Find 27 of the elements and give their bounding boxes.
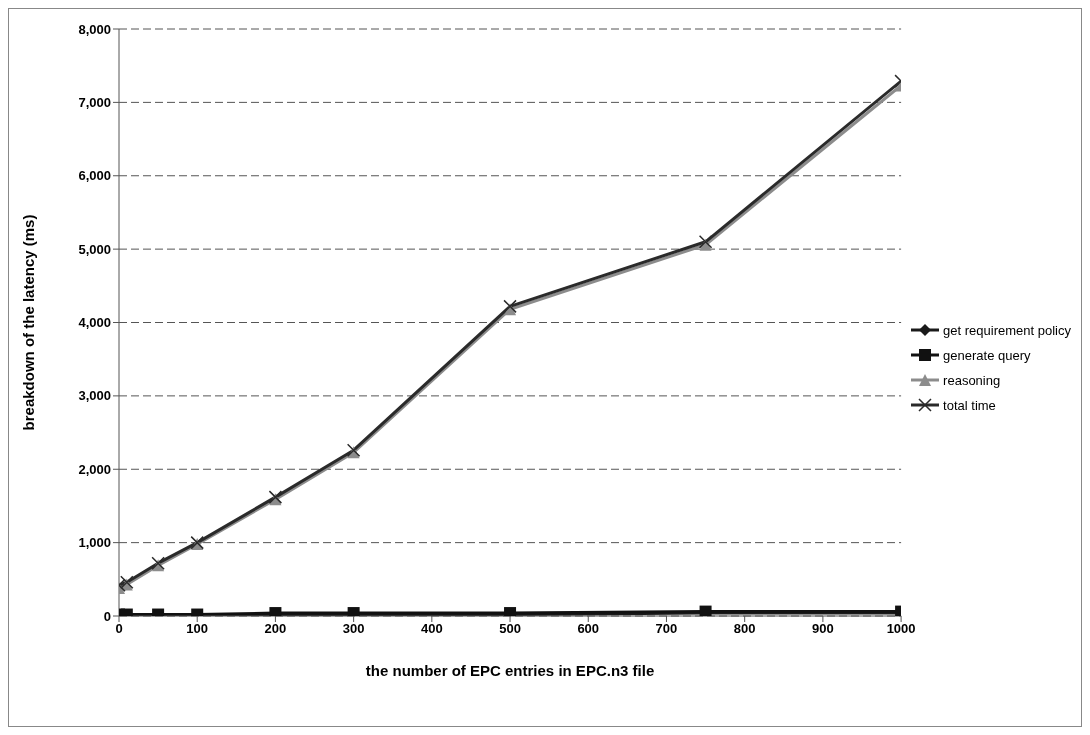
point bbox=[503, 299, 517, 314]
x-tick-label: 300 bbox=[342, 621, 365, 637]
y-tick-label: 3,000 bbox=[78, 388, 111, 404]
y-tick-label: 2,000 bbox=[78, 461, 111, 477]
x-tick-label: 700 bbox=[655, 621, 678, 637]
x-tick-label: 0 bbox=[115, 621, 123, 637]
x-tick-label: 400 bbox=[420, 621, 443, 637]
y-tick-label: 0 bbox=[103, 608, 111, 624]
x-tick-label: 600 bbox=[577, 621, 600, 637]
legend-label: reasoning bbox=[943, 372, 1001, 388]
y-tick-label: 4,000 bbox=[78, 315, 111, 331]
y-tick-label: 8,000 bbox=[78, 21, 111, 37]
y-tick-label: 7,000 bbox=[78, 94, 111, 110]
x-tick-label: 200 bbox=[264, 621, 287, 637]
legend-label: total time bbox=[943, 397, 996, 413]
y-axis-title: breakdown of the latency (ms) bbox=[20, 214, 38, 431]
x-tick-label: 500 bbox=[499, 621, 521, 637]
x-axis-title: the number of EPC entries in EPC.n3 file bbox=[365, 662, 655, 679]
x-tick-label: 900 bbox=[812, 621, 834, 637]
y-tick-label: 6,000 bbox=[78, 168, 111, 184]
x-tick-label: 1000 bbox=[886, 621, 916, 637]
x-tick-label: 800 bbox=[733, 621, 756, 637]
y-tick-label: 5,000 bbox=[78, 241, 111, 257]
x-tick-label: 100 bbox=[186, 621, 209, 637]
legend-label: get requirement policy bbox=[943, 322, 1071, 338]
y-tick-label: 1,000 bbox=[78, 535, 111, 551]
legend-label: generate query bbox=[943, 347, 1031, 363]
